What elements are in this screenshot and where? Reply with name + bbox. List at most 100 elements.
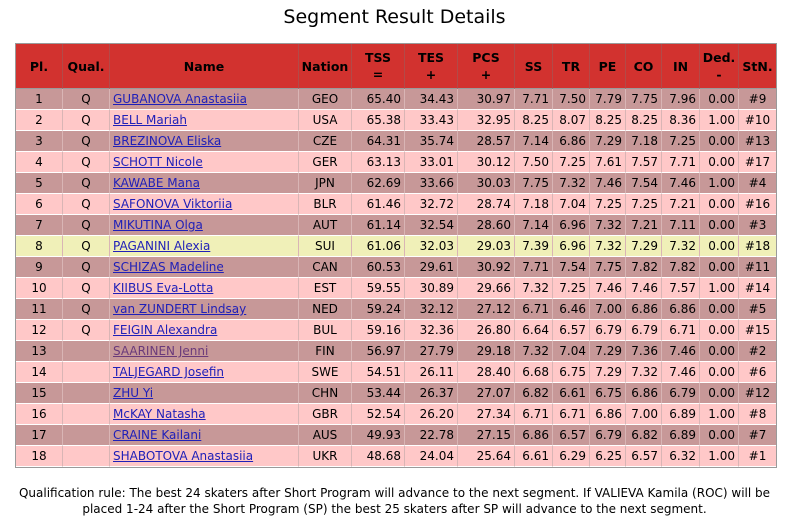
column-header-label: Pl. (29, 58, 49, 74)
pcs-cell: 32.95 (458, 110, 515, 131)
pe-cell: 7.29 (590, 362, 626, 383)
skater-name-link[interactable]: CRAINE Kailani (113, 428, 202, 442)
ss-cell: 8.25 (515, 110, 553, 131)
skater-name-link[interactable]: BREZINOVA Eliska (113, 134, 222, 148)
column-header-operator: = (372, 67, 384, 82)
deduction-cell: 0.00 (700, 362, 739, 383)
start-number-cell: #9 (739, 89, 776, 110)
tr-cell: 6.71 (553, 404, 590, 425)
column-header: TES + (405, 44, 458, 89)
skater-name-cell: SAARINEN Jenni (110, 341, 299, 362)
tss-cell: 59.55 (352, 278, 405, 299)
in-cell: 7.21 (662, 194, 700, 215)
skater-name-link[interactable]: SHABOTOVA Anastasiia (113, 449, 254, 463)
place-cell: 2 (16, 110, 63, 131)
place-cell: 16 (16, 404, 63, 425)
place-cell: 7 (16, 215, 63, 236)
skater-name-cell: TALJEGARD Josefin (110, 362, 299, 383)
tss-cell: 48.68 (352, 446, 405, 467)
tss-cell: 64.31 (352, 131, 405, 152)
nation-cell: AUS (299, 425, 352, 446)
skater-name-cell: SCHOTT Nicole (110, 152, 299, 173)
in-cell: 7.11 (662, 215, 700, 236)
nation-cell: GEO (299, 89, 352, 110)
column-header: TSS = (352, 44, 405, 89)
tss-cell: 61.14 (352, 215, 405, 236)
skater-name-link[interactable]: SCHOTT Nicole (113, 155, 203, 169)
qualification-rule-line2: placed 1-24 after the Short Program (SP)… (82, 502, 707, 516)
skater-name-link[interactable]: SCHIZAS Madeline (113, 260, 224, 274)
ss-cell: 7.71 (515, 89, 553, 110)
ss-cell: 7.75 (515, 173, 553, 194)
skater-name-cell: SAFONOVA Viktoriia (110, 194, 299, 215)
tes-cell: 30.89 (405, 278, 458, 299)
deduction-cell: 0.00 (700, 89, 739, 110)
deduction-cell: 1.00 (700, 173, 739, 194)
co-cell: 6.57 (626, 446, 662, 467)
ss-cell: 6.61 (515, 446, 553, 467)
skater-name-cell: KAWABE Mana (110, 173, 299, 194)
in-cell: 7.25 (662, 131, 700, 152)
ss-cell: 6.71 (515, 299, 553, 320)
skater-name-link[interactable]: SAFONOVA Viktoriia (113, 197, 233, 211)
skater-name-link[interactable]: FEIGIN Alexandra (113, 323, 218, 337)
skater-name-cell: BREZINOVA Eliska (110, 131, 299, 152)
ss-cell: 7.18 (515, 194, 553, 215)
skater-name-link[interactable]: McKAY Natasha (113, 407, 206, 421)
start-number-cell: #5 (739, 299, 776, 320)
pe-cell: 7.46 (590, 173, 626, 194)
place-cell: 1 (16, 89, 63, 110)
tes-cell: 32.03 (405, 236, 458, 257)
tes-cell: 32.54 (405, 215, 458, 236)
deduction-cell: 1.00 (700, 446, 739, 467)
co-cell: 6.82 (626, 425, 662, 446)
in-cell: 7.46 (662, 173, 700, 194)
pe-cell: 7.32 (590, 236, 626, 257)
qualification-rule: Qualification rule: The best 24 skaters … (0, 485, 789, 517)
start-number-cell: #4 (739, 173, 776, 194)
table-row: 17 CRAINE Kailani AUS 49.93 22.78 27.15 6.86 6.… (16, 425, 776, 446)
skater-name-link[interactable]: van ZUNDERT Lindsay (113, 302, 247, 316)
skater-name-link[interactable]: GUBANOVA Anastasiia (113, 92, 247, 106)
deduction-cell: 1.00 (700, 110, 739, 131)
tes-cell: 26.11 (405, 362, 458, 383)
tes-cell: 29.61 (405, 257, 458, 278)
skater-name-link[interactable]: MIKUTINA Olga (113, 218, 203, 232)
tss-cell: 65.40 (352, 89, 405, 110)
skater-name-link[interactable]: KAWABE Mana (113, 176, 200, 190)
pcs-cell: 30.92 (458, 257, 515, 278)
skater-name-link[interactable]: PAGANINI Alexia (113, 239, 211, 253)
skater-name-link[interactable]: KIIBUS Eva-Lotta (113, 281, 214, 295)
skater-name-link[interactable]: SAARINEN Jenni (113, 344, 209, 358)
ss-cell: 7.32 (515, 341, 553, 362)
nation-cell: AUT (299, 215, 352, 236)
co-cell: 7.29 (626, 236, 662, 257)
skater-name-cell: FEIGIN Alexandra (110, 320, 299, 341)
in-cell: 6.86 (662, 299, 700, 320)
tes-cell: 32.12 (405, 299, 458, 320)
tss-cell: 59.24 (352, 299, 405, 320)
qualification-rule-line1: Qualification rule: The best 24 skaters … (18, 486, 771, 500)
table-header-row: Pl. Qual. Name Nation TSS = TES + PCS + SS TR PE CO IN… (16, 44, 776, 89)
skater-name-link[interactable]: BELL Mariah (113, 113, 187, 127)
skater-name-link[interactable]: ZHU Yi (113, 386, 154, 400)
nation-cell: BUL (299, 320, 352, 341)
tes-cell: 33.43 (405, 110, 458, 131)
start-number-cell: #7 (739, 425, 776, 446)
tes-cell: 33.66 (405, 173, 458, 194)
tss-cell: 60.53 (352, 257, 405, 278)
tes-cell: 26.20 (405, 404, 458, 425)
nation-cell: FIN (299, 341, 352, 362)
tss-cell: 52.54 (352, 404, 405, 425)
pcs-cell: 30.12 (458, 152, 515, 173)
start-number-cell: #8 (739, 404, 776, 425)
ss-cell: 6.82 (515, 383, 553, 404)
pe-cell: 7.61 (590, 152, 626, 173)
skater-name-link[interactable]: TALJEGARD Josefin (113, 365, 224, 379)
pcs-cell: 27.12 (458, 299, 515, 320)
place-cell: 5 (16, 173, 63, 194)
ss-cell: 6.86 (515, 425, 553, 446)
column-header-operator: - (716, 67, 722, 82)
co-cell: 7.82 (626, 257, 662, 278)
column-header: Pl. (16, 44, 63, 89)
